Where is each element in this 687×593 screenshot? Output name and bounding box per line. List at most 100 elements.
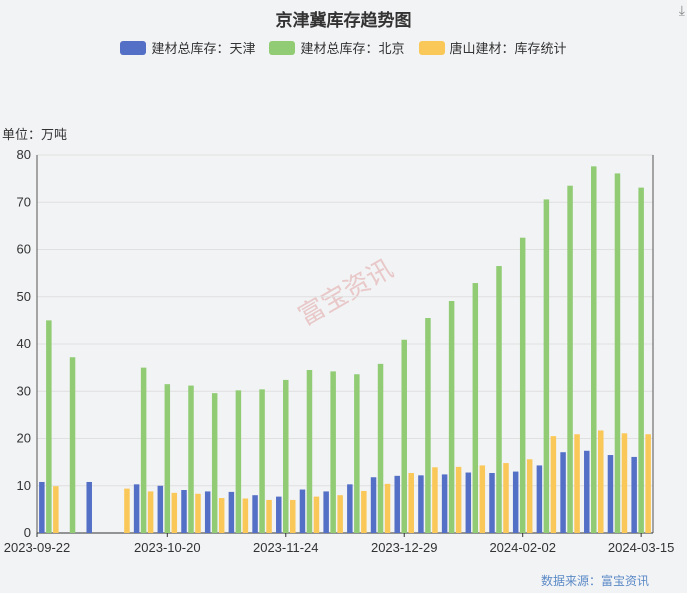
bar-series-1-24 [614,173,621,534]
bar-series-1-7 [211,393,218,533]
legend-item-tianjin[interactable]: 建材总库存：天津 [120,38,255,57]
bar-series-1-19 [496,266,502,533]
bar-series-2-16 [432,467,438,533]
legend-label-tianjin: 建材总库存：天津 [151,41,256,56]
bar-series-1-11 [306,369,313,533]
bar-series-1-18 [472,283,479,533]
bar-series-1-0 [46,320,52,533]
bar-series-1-14 [377,363,384,533]
bar-series-0-19 [489,472,495,533]
bar-series-0-4 [133,484,140,533]
bar-series-0-25 [631,456,637,533]
bar-series-2-0 [53,486,59,533]
bar-series-2-3 [124,488,130,533]
x-tick-label: 2023-10-20 [134,540,201,555]
bar-series-0-21 [536,465,543,533]
bar-series-0-8 [228,491,235,533]
bar-series-2-15 [408,472,414,533]
bar-series-1-17 [448,301,455,533]
bar-series-1-9 [259,389,265,533]
bar-series-0-17 [441,474,448,533]
bar-series-0-7 [204,491,211,533]
bar-series-2-8 [242,498,249,533]
y-tick-label: 50 [17,289,31,304]
bar-series-1-23 [591,166,597,533]
bar-series-1-20 [519,237,526,533]
bar-series-2-23 [598,430,604,533]
bar-series-0-6 [181,490,187,533]
bar-series-2-12 [337,495,343,533]
bar-series-0-5 [157,485,164,533]
download-icon[interactable]: ⤓ [678,2,685,18]
bar-series-1-15 [401,339,407,533]
y-tick-label: 70 [17,194,31,209]
bar-series-0-22 [560,452,566,533]
bar-series-0-2 [86,481,92,533]
bar-series-2-22 [574,434,580,533]
legend-item-beijing[interactable]: 建材总库存：北京 [269,38,405,57]
bar-series-0-11 [299,489,306,533]
y-tick-label: 40 [17,336,31,351]
bar-series-2-9 [266,499,272,533]
bar-series-2-4 [147,491,154,533]
bar-series-2-7 [218,498,225,533]
legend: 建材总库存：天津 建材总库存：北京 唐山建材：库存统计 [0,38,687,57]
bar-series-2-18 [479,465,486,533]
x-tick-label: 2023-11-24 [253,540,319,555]
x-tick-label: 2023-12-29 [371,540,438,555]
x-tick-label: 2024-02-02 [489,540,556,555]
bar-series-2-20 [526,459,533,533]
bar-series-1-6 [188,385,194,533]
y-tick-label: 80 [17,147,31,162]
bar-series-2-25 [645,434,651,533]
bar-series-1-16 [425,318,431,533]
watermark-text: 富宝资讯 [293,253,398,331]
y-tick-label: 0 [24,525,31,540]
bar-series-2-17 [455,466,462,533]
y-tick-label: 20 [17,431,31,446]
bar-series-0-24 [607,455,614,533]
bar-series-0-23 [584,450,590,533]
legend-label-beijing: 建材总库存：北京 [300,41,405,56]
bar-series-2-14 [384,483,391,533]
bar-series-1-4 [140,367,147,533]
legend-item-tangshan[interactable]: 唐山建材：库存统计 [418,38,567,57]
bar-series-2-21 [550,436,557,533]
x-tick-label: 2024-03-15 [608,540,675,555]
bar-series-1-13 [354,374,360,533]
bar-series-2-13 [361,490,367,533]
bar-series-0-12 [323,491,329,533]
bar-series-0-15 [394,475,400,533]
legend-swatch-tianjin [120,40,147,55]
y-axis-unit-label: 单位：万吨 [2,127,68,142]
bar-series-2-5 [171,492,178,533]
bar-series-0-13 [347,484,353,533]
bar-series-2-19 [503,463,509,533]
bar-series-2-6 [195,493,201,533]
legend-swatch-tangshan [418,40,445,55]
bar-series-0-18 [465,472,472,533]
bar-series-1-22 [567,185,573,533]
bar-series-0-10 [276,496,282,533]
legend-swatch-beijing [269,40,296,55]
bar-series-0-14 [370,477,377,533]
bar-series-1-8 [235,390,242,533]
bar-series-1-25 [638,187,644,534]
y-tick-label: 10 [17,478,31,493]
y-tick-label: 30 [17,383,31,398]
y-tick-label: 60 [17,242,31,257]
bar-series-2-11 [313,496,320,533]
bar-series-2-24 [621,433,628,533]
bar-series-1-10 [283,379,289,533]
bar-series-1-5 [164,384,171,533]
bar-series-0-16 [418,475,424,533]
legend-label-tangshan: 唐山建材：库存统计 [449,41,567,56]
bar-series-1-12 [330,371,336,533]
bar-series-0-9 [252,495,258,533]
bar-series-0-0 [39,481,45,533]
x-tick-label: 2023-09-22 [4,540,71,555]
data-source-label: 数据来源：富宝资讯 [540,574,649,588]
bar-series-0-20 [512,471,519,533]
bar-series-2-10 [290,499,296,533]
bar-series-1-1 [69,357,76,533]
